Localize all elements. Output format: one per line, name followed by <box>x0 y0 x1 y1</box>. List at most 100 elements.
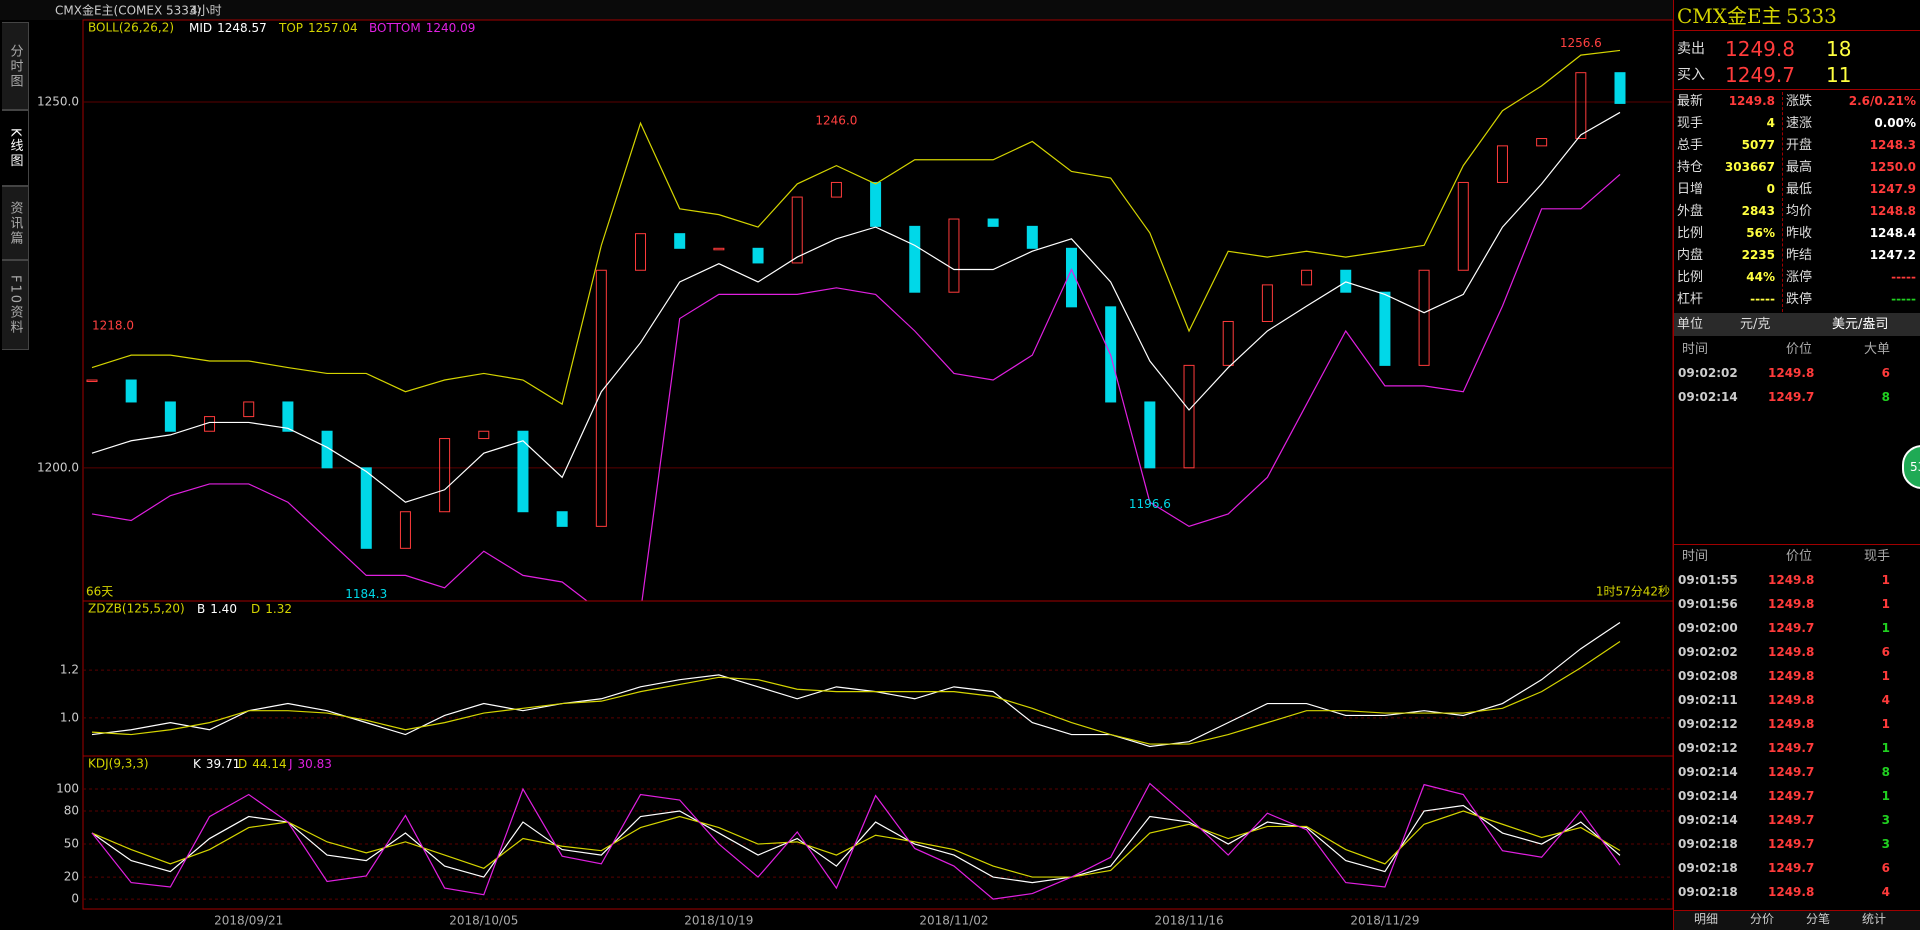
stat-label: 最新 <box>1677 94 1704 109</box>
row-volume: 1 <box>1881 789 1890 803</box>
plot <box>86 49 1626 601</box>
unit-option[interactable]: 美元/盎司 <box>1832 317 1889 332</box>
y-tick-label: 1250.0 <box>37 94 79 108</box>
candle <box>1614 72 1626 104</box>
stat-value: ----- <box>1750 292 1775 306</box>
plot <box>91 621 1621 748</box>
stat-value: 4 <box>1766 116 1775 130</box>
candle <box>987 218 999 227</box>
legend-value: 44.14 <box>252 757 286 771</box>
row-volume: 8 <box>1881 390 1890 404</box>
stat-value: 56% <box>1746 226 1775 240</box>
x-tick-label: 2018/11/02 <box>919 914 988 928</box>
legend-name: BOTTOM <box>369 21 421 35</box>
table-header: 价位 <box>1786 549 1813 564</box>
legend-item: K 39.71 <box>193 757 240 771</box>
x-tick-label: 2018/09/21 <box>214 914 283 928</box>
candle <box>909 225 921 293</box>
row-volume: 3 <box>1881 837 1890 851</box>
legend-name: B <box>197 602 205 616</box>
candle <box>321 430 333 469</box>
row-price: 1249.8 <box>1768 366 1815 380</box>
stat-value: 5077 <box>1741 138 1775 152</box>
y-tick-label: 80 <box>64 804 79 818</box>
price-annotation: 1256.6 <box>1560 36 1602 50</box>
legend-name: MID <box>189 21 212 35</box>
stat-value: 44% <box>1746 270 1775 284</box>
stat-label: 比例 <box>1677 226 1704 241</box>
candle <box>674 233 686 249</box>
stat-label: 杠杆 <box>1677 292 1704 307</box>
candle <box>948 218 960 293</box>
indicator-line <box>91 111 1621 503</box>
side-tab[interactable]: K线图 <box>2 110 29 186</box>
indicator-line <box>91 174 1621 601</box>
stat-label: 总手 <box>1677 138 1704 153</box>
period[interactable]: 4小时 <box>190 4 222 18</box>
stat-value: 2843 <box>1741 204 1775 218</box>
y-tick-label: 20 <box>64 870 79 884</box>
legend-value: 1248.57 <box>217 21 267 35</box>
stat-value: 1248.3 <box>1869 138 1916 152</box>
side-tab[interactable]: F10资料 <box>2 260 29 350</box>
row-volume: 6 <box>1881 366 1890 380</box>
row-volume: 1 <box>1881 573 1890 587</box>
row-time: 09:01:55 <box>1678 573 1738 587</box>
unit-option[interactable]: 元/克 <box>1740 317 1771 332</box>
row-price: 1249.7 <box>1768 741 1815 755</box>
sell-label: 卖出 <box>1677 41 1705 57</box>
y-tick-label: 100 <box>56 782 79 796</box>
footer-right: 1时57分42秒 <box>1596 585 1670 599</box>
stat-label: 速涨 <box>1786 116 1813 131</box>
stat-value: 1249.8 <box>1728 94 1775 108</box>
price-annotation: 1218.0 <box>92 319 134 333</box>
sell-price: 1249.8 <box>1725 37 1795 61</box>
row-time: 09:02:12 <box>1678 741 1738 755</box>
row-price: 1249.7 <box>1768 813 1815 827</box>
row-price: 1249.8 <box>1768 669 1815 683</box>
row-time: 09:02:00 <box>1678 621 1738 635</box>
candle <box>1301 269 1313 286</box>
badge: 53 <box>1902 445 1920 489</box>
candle <box>1144 401 1156 469</box>
legend-item: BOTTOM 1240.09 <box>369 21 475 35</box>
row-volume: 8 <box>1881 765 1890 779</box>
bottom-tab[interactable]: 分价 <box>1750 912 1775 926</box>
legend-value: 1240.09 <box>426 21 476 35</box>
candle <box>86 379 98 383</box>
candle <box>360 467 372 549</box>
y-tick-label: 0 <box>71 892 79 906</box>
candle <box>282 401 294 432</box>
stat-value: 1248.8 <box>1869 204 1916 218</box>
candle <box>1183 364 1195 469</box>
symbol[interactable]: CMX金E主(COMEX 5333) <box>55 3 201 18</box>
indicator-title: BOLL(26,26,2) <box>88 21 174 35</box>
stat-value: ----- <box>1891 270 1916 284</box>
bottom-tab[interactable]: 明细 <box>1694 912 1719 926</box>
candle <box>517 430 529 513</box>
row-price: 1249.7 <box>1768 390 1815 404</box>
row-time: 09:02:08 <box>1678 669 1738 683</box>
bottom-tab[interactable]: 统计 <box>1862 912 1887 926</box>
candle <box>1496 145 1508 183</box>
stat-value: 1250.0 <box>1869 160 1916 174</box>
side-tab[interactable]: 分时图 <box>2 22 29 110</box>
candle <box>439 438 451 513</box>
legend-item: TOP 1257.04 <box>278 21 358 35</box>
stat-label: 昨结 <box>1786 248 1813 263</box>
stat-label: 比例 <box>1677 270 1704 285</box>
row-volume: 4 <box>1881 885 1890 899</box>
candle <box>1536 138 1548 147</box>
stat-label: 现手 <box>1677 116 1704 131</box>
price-annotation: 1196.6 <box>1129 497 1171 511</box>
row-price: 1249.8 <box>1768 597 1815 611</box>
stat-label: 均价 <box>1786 204 1813 219</box>
bottom-tab[interactable]: 分笔 <box>1806 912 1831 926</box>
stat-value: 1248.4 <box>1869 226 1916 240</box>
side-tab[interactable]: 资讯篇 <box>2 186 29 260</box>
legend-item: MID 1248.57 <box>189 21 267 35</box>
row-volume: 1 <box>1881 621 1890 635</box>
candle <box>1026 225 1038 249</box>
stat-value: 1247.2 <box>1869 248 1916 262</box>
legend-value: 1.32 <box>265 602 292 616</box>
